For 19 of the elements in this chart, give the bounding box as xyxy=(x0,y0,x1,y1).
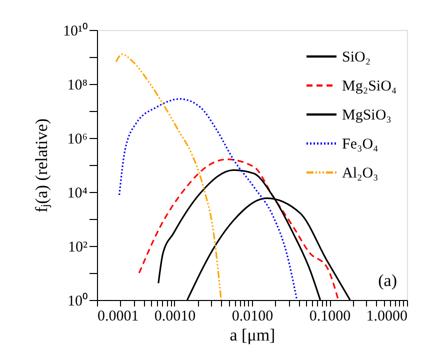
legend-label: Al₂O₃ xyxy=(342,166,378,182)
x-tick-label: 0.1000 xyxy=(309,308,351,324)
y-tick-label: 10⁰ xyxy=(68,292,88,310)
x-tick-label: 0.0100 xyxy=(232,308,274,324)
x-axis-title: a [μm] xyxy=(230,326,276,344)
y-tick-label: 10⁸ xyxy=(67,78,88,94)
y-axis-title: fⱼ(a) (relative) xyxy=(32,118,52,213)
legend-label: Fe₃O₄ xyxy=(342,136,378,152)
legend-label: SiO₂ xyxy=(342,50,371,66)
y-tick-label: 10² xyxy=(68,240,88,256)
x-tick-label: 1.0000 xyxy=(366,308,408,324)
legend-label: MgSiO₃ xyxy=(342,108,392,124)
x-tick-label: 0.0010 xyxy=(154,308,196,324)
y-tick-label: 10¹⁰ xyxy=(63,22,88,40)
legend-label: Mg₂SiO₄ xyxy=(342,78,397,94)
annotation: (a) xyxy=(378,271,397,290)
y-tick-label: 10⁴ xyxy=(67,186,88,202)
x-tick-label: 0.0001 xyxy=(98,308,139,324)
y-tick-label: 10⁶ xyxy=(67,132,88,148)
